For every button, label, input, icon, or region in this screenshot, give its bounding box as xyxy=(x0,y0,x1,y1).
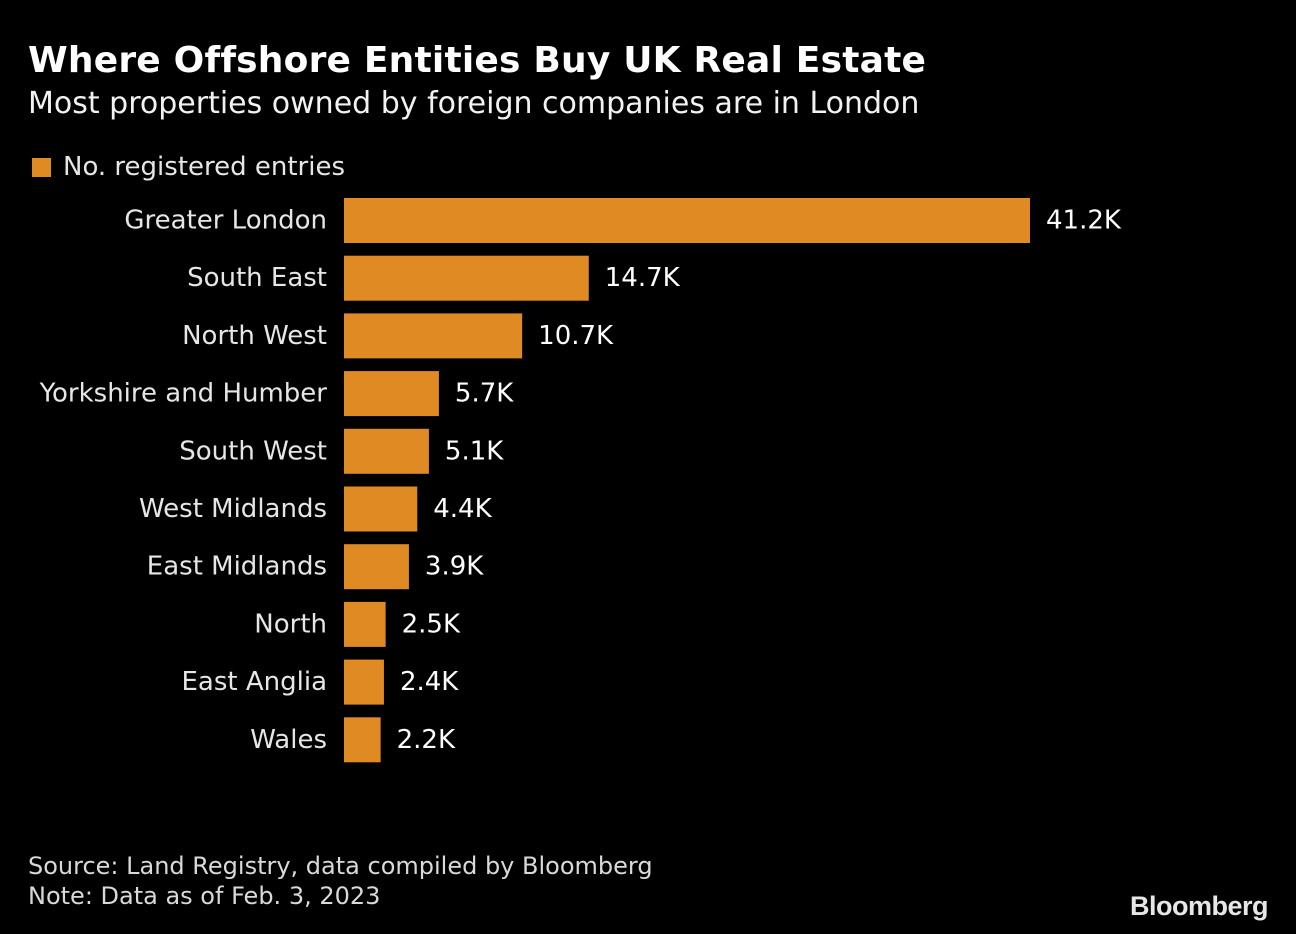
category-label: South West xyxy=(179,436,327,466)
bar xyxy=(344,544,409,590)
source-notes: Source: Land Registry, data compiled by … xyxy=(28,851,653,911)
data-label: 41.2K xyxy=(1046,206,1122,236)
bar xyxy=(344,717,381,763)
category-label: East Anglia xyxy=(181,667,327,697)
category-label: North West xyxy=(182,321,327,351)
bar xyxy=(344,198,1030,243)
note-text: Note: Data as of Feb. 3, 2023 xyxy=(28,882,381,910)
chart-subtitle: Most properties owned by foreign compani… xyxy=(28,86,920,121)
data-label: 2.4K xyxy=(400,667,459,697)
bar xyxy=(344,659,384,705)
chart-title: Where Offshore Entities Buy UK Real Esta… xyxy=(28,40,927,81)
data-label: 3.9K xyxy=(425,552,484,582)
data-label: 14.7K xyxy=(605,263,681,293)
category-label: Yorkshire and Humber xyxy=(39,379,328,409)
category-label: North xyxy=(254,609,327,639)
bar xyxy=(344,428,429,474)
bar xyxy=(344,601,386,647)
category-label: South East xyxy=(187,263,327,293)
bar xyxy=(344,486,418,532)
data-label: 2.5K xyxy=(402,609,461,639)
bloomberg-logo: Bloomberg xyxy=(1129,891,1269,921)
bar xyxy=(344,255,589,301)
category-label: Greater London xyxy=(124,206,327,236)
category-label: East Midlands xyxy=(147,552,327,582)
data-label: 2.2K xyxy=(397,725,456,755)
legend-label: No. registered entries xyxy=(63,152,346,182)
bar xyxy=(344,313,523,359)
data-label: 10.7K xyxy=(538,321,614,351)
legend-swatch xyxy=(32,157,51,177)
data-label: 5.1K xyxy=(445,436,504,466)
bar xyxy=(344,371,439,417)
data-label: 4.4K xyxy=(433,494,492,524)
source-text: Source: Land Registry, data compiled by … xyxy=(28,852,653,880)
data-label: 5.7K xyxy=(455,379,514,409)
category-label: West Midlands xyxy=(139,494,327,524)
category-label: Wales xyxy=(250,725,327,755)
legend: No. registered entries xyxy=(32,152,345,182)
